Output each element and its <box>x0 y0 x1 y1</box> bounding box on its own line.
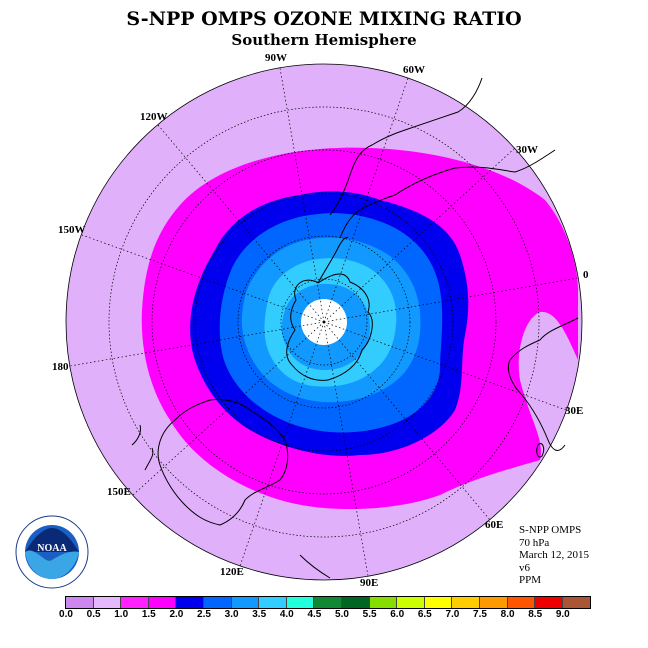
meridian-0 <box>323 277 579 323</box>
meridian-30w <box>323 147 516 323</box>
colorbar-swatch <box>479 597 508 608</box>
meridian-120e <box>239 321 325 567</box>
lat-circle-50 <box>151 149 497 495</box>
colorbar-swatch <box>507 597 536 608</box>
colorbar-swatch <box>424 597 453 608</box>
colorbar-tick-label: 5.0 <box>335 609 349 620</box>
south-america-coast <box>329 77 483 216</box>
lon-label-150w: 150W <box>58 224 86 236</box>
lon-label-120e: 120E <box>220 566 244 578</box>
info-date: March 12, 2015 <box>519 549 589 561</box>
colorbar-tick-label: 3.0 <box>224 609 239 620</box>
latitude-circles <box>108 106 540 538</box>
longitude-labels: 90W 60W 30W 0 30E 60E 90E 120E 150E 180 … <box>52 52 589 589</box>
colorbar-swatch <box>66 597 94 608</box>
south-america-coast-2 <box>339 149 556 239</box>
info-pressure: 70 hPa <box>519 536 550 549</box>
colorbar-tick-label: 4.5 <box>307 609 322 620</box>
colorbar-tick-label: 5.5 <box>362 609 377 620</box>
lon-label-90w: 90W <box>265 52 287 64</box>
colorbar-swatch <box>562 597 591 608</box>
meridian-60w <box>323 77 409 323</box>
lon-label-90e: 90E <box>360 577 378 589</box>
colorbar-swatch <box>369 597 398 608</box>
lon-label-0: 0 <box>583 269 589 281</box>
meridian-180 <box>69 321 325 367</box>
colorbar-swatch <box>341 597 370 608</box>
meridian-150e <box>132 321 325 496</box>
lon-label-120w: 120W <box>140 111 168 123</box>
meridian-120w <box>157 124 325 323</box>
colorbar-swatch <box>314 597 342 608</box>
antarctic-peninsula <box>317 237 349 284</box>
africa-coast <box>507 317 579 451</box>
colorbar-swatch <box>286 597 315 608</box>
colorbar-swatch <box>121 597 149 608</box>
meridian-150w <box>81 234 325 323</box>
colorbar-tick-label: 4.0 <box>279 609 294 620</box>
colorbar-swatch <box>176 597 204 608</box>
colorbar-tick-label: 3.5 <box>252 609 267 620</box>
colorbar-swatch <box>148 597 177 608</box>
lon-label-60w: 60W <box>403 64 425 76</box>
colorbar-tick-label: 0.0 <box>59 609 73 620</box>
colorbar <box>65 596 592 609</box>
colorbar-tick-label: 2.5 <box>197 609 211 620</box>
colorbar-tick-label: 8.5 <box>528 609 543 620</box>
meridians <box>69 67 579 577</box>
noaa-logo-text: NOAA <box>37 543 67 554</box>
colorbar-swatch <box>203 597 232 608</box>
meridian-60e <box>323 321 491 521</box>
lon-label-150e: 150E <box>107 486 131 498</box>
info-units: PPM <box>519 574 542 586</box>
colorbar-tick-label: 7.0 <box>445 609 460 620</box>
colorbar-tick-label: 7.5 <box>473 609 487 620</box>
lon-label-180: 180 <box>52 361 69 373</box>
colorbar-swatch <box>93 597 122 608</box>
lat-circle-40 <box>108 106 540 538</box>
lon-label-30e: 30E <box>565 405 583 417</box>
madagascar-coast <box>536 442 545 458</box>
colorbar-ticks: 0.0 0.5 1.0 1.5 2.0 2.5 3.0 3.5 4.0 4.5 5.0 5.5 6.0 6… <box>0 609 648 623</box>
colorbar-tick-label: 6.0 <box>390 609 405 620</box>
meridian-90w <box>279 67 325 323</box>
antarctica-coast <box>286 273 373 381</box>
new-zealand-coast <box>131 424 154 471</box>
colorbar-tick-label: 1.0 <box>114 609 129 620</box>
colorbar-tick-label: 9.0 <box>555 609 570 620</box>
lat-circle-80 <box>280 278 368 366</box>
colorbar-tick-label: 0.5 <box>86 609 101 620</box>
colorbar-swatch <box>452 597 480 608</box>
lat-circle-70 <box>237 235 411 409</box>
colorbar-swatch <box>259 597 287 608</box>
lat-circle-60 <box>194 192 454 452</box>
colorbar-tick-label: 6.5 <box>417 609 432 620</box>
meridian-90e <box>323 321 369 577</box>
info-version: v6 <box>519 561 530 574</box>
colorbar-swatch <box>397 597 425 608</box>
colorbar-tick-label: 1.5 <box>141 609 156 620</box>
australia-coast <box>157 399 289 526</box>
map-subtitle: Southern Hemisphere <box>231 31 417 49</box>
colorbar-tick-label: 8.0 <box>500 609 515 620</box>
meridian-30e <box>323 321 567 411</box>
asia-coast <box>299 554 331 579</box>
colorbar-swatch <box>535 597 563 608</box>
map-title: S-NPP OMPS OZONE MIXING RATIO <box>126 8 522 30</box>
colorbar-swatch <box>231 597 260 608</box>
coastlines <box>131 77 579 579</box>
info-block: S-NPP OMPS 70 hPa March 12, 2015 v6 PPM <box>519 524 589 587</box>
colorbar-tick-label: 2.0 <box>169 609 184 620</box>
info-satellite: S-NPP OMPS <box>519 524 582 536</box>
lon-label-60e: 60E <box>485 519 503 531</box>
lon-label-30w: 30W <box>516 144 538 156</box>
noaa-logo: NOAA <box>15 515 89 589</box>
